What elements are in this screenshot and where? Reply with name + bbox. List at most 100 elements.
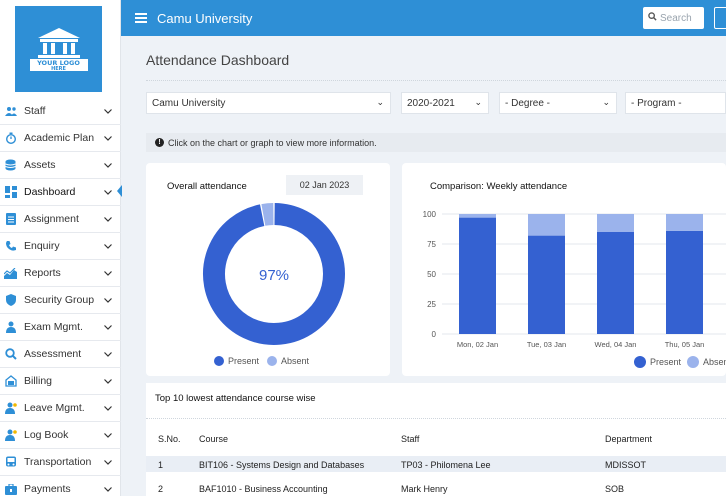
- institution-select[interactable]: Camu University ⌄: [146, 92, 391, 114]
- search-input[interactable]: Search: [643, 7, 704, 29]
- absent-legend-label: Absent: [703, 357, 726, 367]
- sidebar-item-label: Staff: [24, 105, 46, 117]
- chevron-down-icon: [101, 161, 115, 170]
- donut-chart[interactable]: 97%: [146, 201, 390, 361]
- y-tick-label: 0: [432, 330, 437, 339]
- sidebar-item-transportation[interactable]: Transportation: [0, 449, 121, 475]
- bar-present[interactable]: [666, 230, 703, 334]
- university-logo[interactable]: YOUR LOGO HERE: [15, 6, 102, 92]
- divider: [0, 232, 121, 233]
- bus-icon: [4, 456, 17, 469]
- top-bar: Camu University Search: [121, 0, 726, 36]
- shield-icon: [4, 294, 17, 307]
- degree-select-value: - Degree -: [505, 97, 551, 109]
- absent-legend-dot: [267, 356, 278, 366]
- sidebar-item-label: Reports: [24, 267, 61, 279]
- sidebar-item-log-book[interactable]: Log Book: [0, 422, 121, 448]
- x-tick-label: Thu, 05 Jan: [665, 340, 705, 349]
- dashboard-icon: [4, 186, 17, 199]
- sidebar-item-academic-plan[interactable]: Academic Plan: [0, 125, 121, 151]
- sidebar-item-assessment[interactable]: Assessment: [0, 341, 121, 367]
- bar-absent[interactable]: [459, 214, 496, 218]
- table-row[interactable]: [146, 456, 726, 472]
- table-row[interactable]: [146, 480, 726, 496]
- divider: [0, 448, 121, 449]
- document-icon: [4, 213, 17, 226]
- sidebar-item-label: Academic Plan: [24, 132, 95, 144]
- bar-absent[interactable]: [597, 214, 634, 232]
- page-title: Attendance Dashboard: [146, 52, 290, 68]
- y-tick-label: 100: [423, 210, 437, 219]
- sidebar-item-assignment[interactable]: Assignment: [0, 206, 121, 232]
- bar-legend: Present Absent: [634, 356, 726, 368]
- sidebar-item-label: Enquiry: [24, 240, 60, 252]
- sidebar: YOUR LOGO HERE Staff Academic Plan Assets D…: [0, 0, 122, 496]
- sidebar-item-assets[interactable]: Assets: [0, 152, 121, 178]
- present-slice[interactable]: [203, 203, 345, 345]
- cell-course: BIT106 - Systems Design and Databases: [199, 460, 365, 470]
- search-icon: [4, 348, 17, 361]
- divider: [0, 475, 121, 476]
- program-select-value: - Program -: [631, 97, 682, 109]
- bar-present[interactable]: [459, 217, 496, 334]
- degree-select[interactable]: - Degree - ⌄: [499, 92, 617, 114]
- divider: [0, 367, 121, 368]
- cell-sno: 1: [158, 460, 164, 470]
- header-action-button[interactable]: [714, 7, 726, 29]
- chevron-down-icon: [101, 107, 115, 116]
- divider: [146, 418, 726, 419]
- search-icon: [648, 12, 657, 24]
- sidebar-item-label: Leave Mgmt.: [24, 402, 85, 414]
- divider: [0, 313, 121, 314]
- sidebar-item-leave-mgmt[interactable]: Leave Mgmt.: [0, 395, 121, 421]
- weekly-attendance-card[interactable]: Comparison: Weekly attendance 0 25 50 75 100…: [402, 163, 726, 376]
- overall-attendance-title: Overall attendance: [167, 181, 247, 192]
- logo-text-line2: HERE: [51, 66, 66, 72]
- sidebar-item-staff[interactable]: Staff: [0, 98, 121, 124]
- sidebar-item-billing[interactable]: Billing: [0, 368, 121, 394]
- sidebar-item-enquiry[interactable]: Enquiry: [0, 233, 121, 259]
- weekly-bar-chart[interactable]: 0 25 50 75 100 Mon, 02 Jan Tue, 03 Jan Wed, 04 …: [402, 201, 726, 351]
- absent-legend-dot: [687, 356, 700, 368]
- bar-absent[interactable]: [528, 214, 565, 236]
- sidebar-nav: Staff Academic Plan Assets Dashboard Assignm…: [0, 98, 122, 496]
- x-tick-label: Tue, 03 Jan: [527, 340, 566, 349]
- program-select[interactable]: - Program -: [625, 92, 726, 114]
- col-header-staff: Staff: [401, 434, 420, 444]
- chevron-down-icon: [101, 188, 115, 197]
- sidebar-item-reports[interactable]: Reports: [0, 260, 121, 286]
- y-tick-label: 50: [427, 270, 436, 279]
- sidebar-item-exam-mgmt[interactable]: Exam Mgmt.: [0, 314, 121, 340]
- col-header-department: Department: [605, 434, 653, 444]
- chevron-down-icon: [101, 242, 115, 251]
- sidebar-item-label: Security Group: [24, 294, 95, 306]
- sidebar-item-dashboard[interactable]: Dashboard: [0, 179, 122, 205]
- chevron-down-icon: [101, 215, 115, 224]
- stopwatch-icon: [4, 132, 17, 145]
- lowest-attendance-table-card: Top 10 lowest attendance course wise: [146, 383, 726, 496]
- cell-department: SOB: [605, 484, 625, 494]
- bar-absent[interactable]: [666, 214, 703, 231]
- menu-icon[interactable]: [135, 13, 147, 23]
- chevron-down-icon: ⌄: [376, 97, 384, 107]
- year-select[interactable]: 2020-2021 ⌄: [401, 92, 489, 114]
- users-icon: [4, 105, 17, 118]
- overall-attendance-card[interactable]: Overall attendance 02 Jan 2023 97% Prese…: [146, 163, 390, 376]
- logo-building-icon: [29, 28, 88, 71]
- sidebar-item-payments[interactable]: Payments: [0, 476, 121, 496]
- bar-present[interactable]: [528, 235, 565, 334]
- date-picker[interactable]: 02 Jan 2023: [286, 175, 363, 195]
- billing-icon: [4, 375, 17, 388]
- institution-select-value: Camu University: [152, 97, 226, 109]
- divider: [0, 151, 121, 152]
- chevron-down-icon: [101, 350, 115, 359]
- sidebar-item-label: Payments: [24, 483, 71, 495]
- y-tick-label: 75: [427, 240, 436, 249]
- bar-present[interactable]: [597, 232, 634, 334]
- chevron-down-icon: [101, 377, 115, 386]
- x-tick-label: Mon, 02 Jan: [457, 340, 498, 349]
- sidebar-item-security-group[interactable]: Security Group: [0, 287, 121, 313]
- chevron-down-icon: [101, 404, 115, 413]
- user-log-icon: [4, 429, 17, 442]
- absent-slice[interactable]: [261, 203, 274, 226]
